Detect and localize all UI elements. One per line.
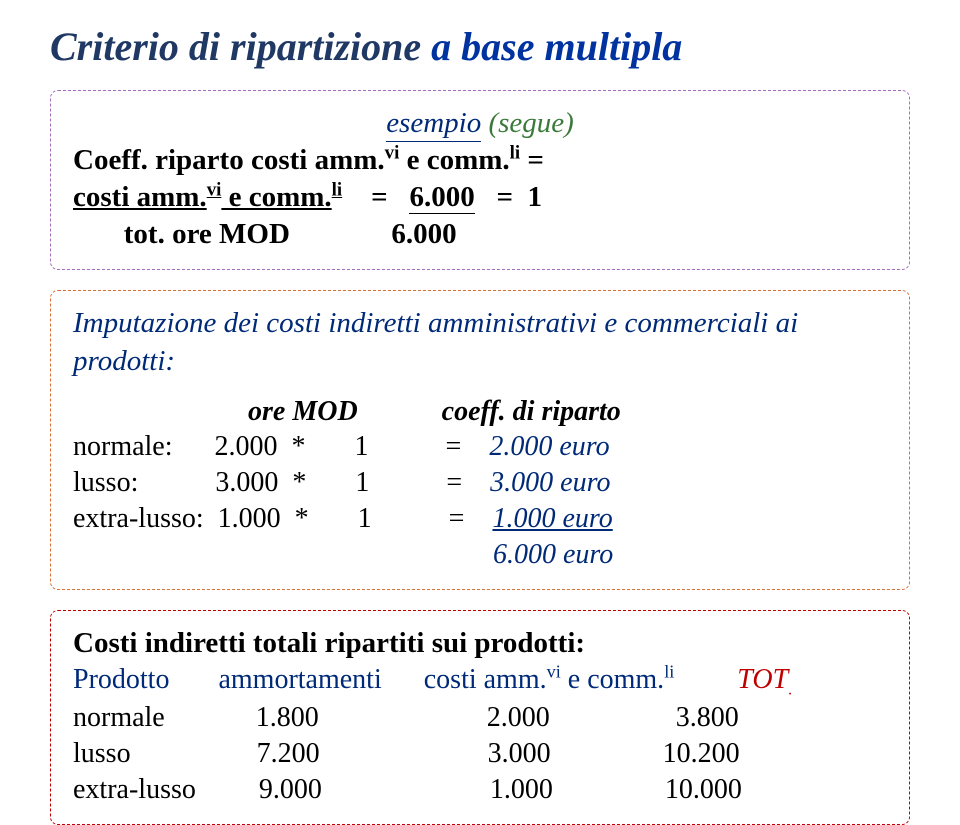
title-part1: Criterio di ripartizione bbox=[50, 24, 431, 69]
imp-row4: 6.000 euro bbox=[73, 537, 887, 573]
imp-r1a: normale: 2.000 * 1 = bbox=[73, 431, 489, 462]
coeff-line1: Coeff. riparto costi amm.vi e comm.li = bbox=[73, 142, 887, 179]
box-totali: Costi indiretti totali ripartiti sui pro… bbox=[50, 610, 910, 825]
coeff-l2c: = bbox=[342, 181, 409, 213]
coeff-l3a: tot. bbox=[73, 218, 165, 250]
coeff-l1b: e comm. bbox=[399, 144, 509, 176]
slide-title: Criterio di ripartizione a base multipla bbox=[50, 24, 910, 70]
coeff-l2a: costi amm. bbox=[73, 181, 207, 213]
imp-r3a: extra-lusso: 1.000 * 1 = bbox=[73, 503, 492, 534]
coeff-l2d: 6.000 bbox=[409, 181, 474, 214]
coeff-l2b: e comm. bbox=[221, 181, 331, 213]
coeff-l3b: ore MOD 6.000 bbox=[165, 218, 457, 250]
imputazione-intro: Imputazione dei costi indiretti amminist… bbox=[73, 305, 887, 379]
coeff-l2e: = 1 bbox=[475, 181, 542, 213]
tot-sup-vi: vi bbox=[547, 662, 561, 682]
imp-header: ore MOD coeff. di riparto bbox=[73, 394, 887, 430]
imp-r2a: lusso: 3.000 * 1 = bbox=[73, 467, 490, 498]
tot-dot: . bbox=[788, 682, 792, 699]
slide-root: Criterio di ripartizione a base multipla… bbox=[0, 0, 960, 720]
coeff-line2: costi amm.vi e comm.li = 6.000 = 1 bbox=[73, 179, 887, 216]
sup-li: li bbox=[510, 142, 520, 163]
esempio-segue: (segue) bbox=[481, 107, 574, 139]
tot-header: Prodotto ammortamenti costi amm.vi e com… bbox=[73, 662, 887, 700]
title-part2: a base multipla bbox=[431, 24, 682, 69]
esempio-line: esempio (segue) bbox=[73, 105, 887, 142]
tot-h1: Prodotto ammortamenti costi amm. bbox=[73, 664, 547, 695]
imp-r1b: 2.000 euro bbox=[489, 431, 609, 462]
sup-vi2: vi bbox=[207, 180, 222, 201]
box-imputazione: Imputazione dei costi indiretti amminist… bbox=[50, 290, 910, 589]
imp-r3b: 1.000 euro bbox=[492, 503, 612, 534]
imp-row1: normale: 2.000 * 1 = 2.000 euro bbox=[73, 429, 887, 465]
coeff-l1a: Coeff. riparto costi amm. bbox=[73, 144, 385, 176]
sup-li2: li bbox=[332, 180, 342, 201]
imp-r2b: 3.000 euro bbox=[490, 467, 610, 498]
tot-title: Costi indiretti totali ripartiti sui pro… bbox=[73, 625, 887, 662]
tot-h2: e comm. bbox=[561, 664, 664, 695]
sup-vi: vi bbox=[385, 142, 400, 163]
esempio-word: esempio bbox=[386, 107, 481, 142]
coeff-l1c: = bbox=[520, 144, 544, 176]
tot-h3: TOT bbox=[674, 664, 788, 695]
tot-row2: lusso 7.200 3.000 10.200 bbox=[73, 736, 887, 772]
coeff-line3: tot. ore MOD 6.000 bbox=[73, 216, 887, 253]
imp-row2: lusso: 3.000 * 1 = 3.000 euro bbox=[73, 465, 887, 501]
box-coeff: esempio (segue) Coeff. riparto costi amm… bbox=[50, 90, 910, 270]
imp-row3: extra-lusso: 1.000 * 1 = 1.000 euro bbox=[73, 501, 887, 537]
tot-row1: normale 1.800 2.000 3.800 bbox=[73, 700, 887, 736]
tot-sup-li: li bbox=[664, 662, 674, 682]
tot-row3: extra-lusso 9.000 1.000 10.000 bbox=[73, 772, 887, 808]
